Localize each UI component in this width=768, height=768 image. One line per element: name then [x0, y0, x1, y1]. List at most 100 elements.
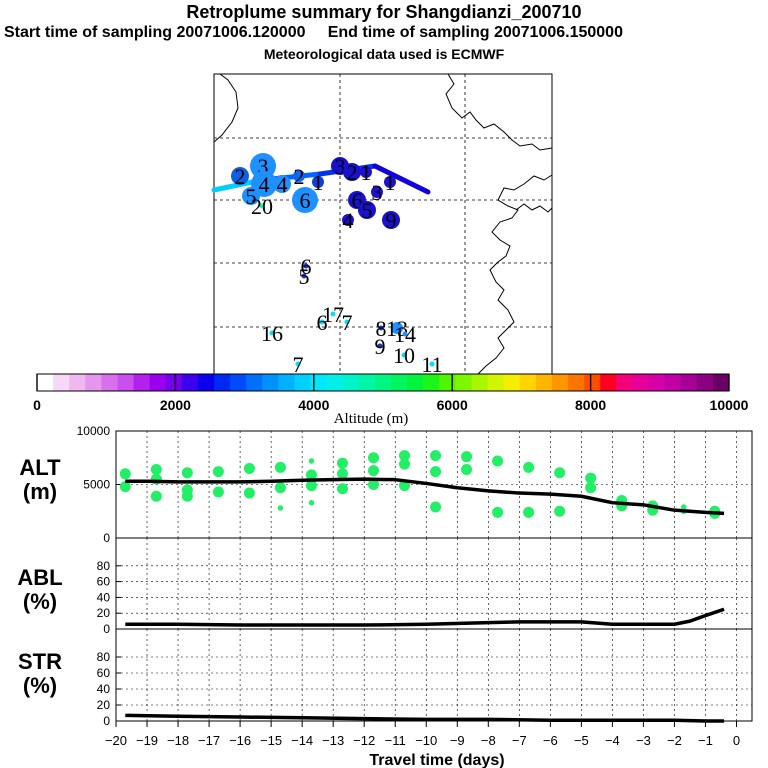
plume-marker-label: 16: [261, 321, 283, 346]
plume-marker: [360, 166, 372, 178]
x-tick-label: −14: [291, 733, 313, 748]
plume-marker-label: 6: [317, 310, 328, 335]
plume-marker: [269, 330, 275, 336]
altitude-line: [125, 477, 725, 516]
altitude-scatter-point: [150, 464, 162, 476]
plume-marker: [371, 186, 383, 198]
plume-marker-label: 7: [342, 310, 353, 335]
coastline-west: [213, 73, 239, 143]
plume-marker: [231, 167, 249, 185]
plume-marker-label: 2: [294, 164, 305, 189]
colorbar-cell: [37, 374, 54, 391]
sampling-times-subtitle: Start time of sampling 20071006.120000 E…: [4, 24, 623, 41]
plume-marker-label: 4: [259, 172, 270, 197]
plume-marker: [292, 187, 318, 213]
plume-marker-label: 5: [246, 184, 257, 209]
plume-marker: [301, 273, 307, 279]
plume-marker-label: 5: [299, 264, 310, 289]
x-tick-label: −1: [698, 733, 713, 748]
colorbar-cell: [181, 374, 199, 391]
altitude-scatter-point: [461, 464, 473, 476]
colorbar-tick-label: 4000: [298, 397, 329, 413]
plume-marker: [391, 322, 403, 334]
altitude-scatter-point: [430, 466, 442, 478]
altitude-scatter-point: [554, 467, 566, 479]
plume-marker-label: 1: [313, 170, 324, 195]
abl-ytick-label: 0: [103, 622, 110, 636]
met-data-note: Meteorological data used is ECMWF: [263, 46, 505, 62]
colorbar-cell: [149, 374, 167, 391]
altitude-scatter-point: [119, 481, 131, 493]
altitude-scatter-point: [430, 450, 442, 462]
plume-marker: [402, 331, 408, 337]
colorbar-cell: [230, 374, 247, 391]
colorbar-cell: [487, 374, 505, 391]
altitude-scatter-point: [243, 462, 255, 474]
altitude-scatter-point: [181, 490, 193, 502]
plume-marker: [384, 176, 396, 188]
border-north: [445, 73, 553, 151]
plume-marker-label: 8: [376, 316, 387, 341]
plume-marker-label: 2: [347, 160, 358, 185]
colorbar-cell: [310, 374, 328, 391]
x-tick-label: −15: [260, 733, 282, 748]
plume-marker-label: 10: [393, 343, 415, 368]
colorbar-cell: [712, 374, 730, 391]
plume-marker-label: 3: [335, 154, 346, 179]
abl-label-line1: ABL: [17, 565, 63, 590]
altitude-scatter-point: [150, 490, 162, 502]
colorbar-cell: [616, 374, 633, 391]
colorbar-cell: [69, 374, 86, 391]
abl-label-line2: (%): [22, 589, 58, 614]
colorbar-cell: [600, 374, 617, 391]
alt-panel-label: ALT (m): [8, 456, 72, 504]
x-tick-label: −16: [229, 733, 251, 748]
colorbar-cell: [551, 374, 569, 391]
str-ytick-label: 40: [97, 682, 111, 696]
colorbar-cell: [664, 374, 682, 391]
str-frame: [115, 628, 753, 722]
plume-marker-label: 6: [300, 188, 311, 213]
altitude-scatter-point: [680, 504, 687, 510]
x-tick-label: −17: [198, 733, 220, 748]
plume-marker: [293, 170, 305, 182]
plume-marker-label: 2: [235, 164, 246, 189]
colorbar-cell: [358, 374, 376, 391]
plume-marker: [377, 343, 383, 349]
altitude-scatter-point: [461, 451, 473, 463]
altitude-scatter-point: [368, 452, 380, 464]
plume-marker: [401, 352, 407, 358]
plume-marker-label: 4: [343, 208, 354, 233]
x-tick-label: −5: [574, 733, 589, 748]
plume-marker-label: 5: [362, 198, 373, 223]
altitude-scatter-point: [274, 482, 286, 494]
plume-marker: [358, 201, 376, 219]
abl-panel-label: ABL (%): [8, 566, 72, 614]
colorbar-cell: [294, 374, 312, 391]
x-tick-label: −11: [385, 733, 406, 748]
plume-marker-label: 6: [301, 254, 312, 279]
x-tick-label: −6: [543, 733, 558, 748]
colorbar-cell: [455, 374, 473, 391]
colorbar-cell: [584, 374, 601, 391]
altitude-scatter-point: [305, 469, 317, 481]
altitude-scatter-point: [585, 482, 597, 494]
colorbar-cell: [342, 374, 360, 391]
x-tick-label: 0: [733, 733, 740, 748]
colorbar-tick-label: 6000: [437, 397, 468, 413]
plume-marker: [259, 203, 265, 209]
colorbar-cell: [503, 374, 521, 391]
plume-marker-label: 7: [293, 352, 304, 377]
plume-marker-label: 13: [386, 316, 408, 341]
altitude-scatter-point: [274, 461, 286, 473]
str-label-line2: (%): [22, 673, 58, 698]
altitude-scatter-point: [336, 483, 348, 495]
altitude-scatter-point: [336, 468, 348, 480]
str-ytick-label: 0: [103, 714, 110, 728]
plume-marker-label: 9: [375, 334, 386, 359]
str-line: [125, 713, 725, 723]
alt-label-line1: ALT: [19, 455, 61, 480]
altitude-scatter-point: [212, 486, 224, 498]
alt-label-line2: (m): [22, 479, 58, 504]
